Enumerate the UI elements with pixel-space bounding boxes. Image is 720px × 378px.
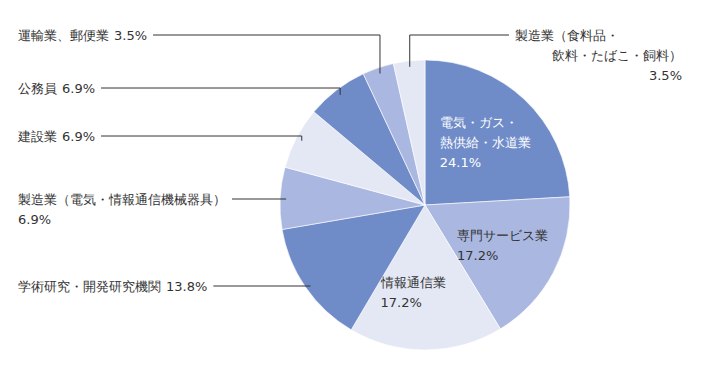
slice-label-line: 電気・ガス・	[440, 115, 518, 130]
slice-label-line: 専門サービス業	[457, 228, 548, 243]
value-label: 17.2%	[381, 295, 422, 310]
slice-label: 製造業（食料品・飲料・たばこ・飼料）	[515, 28, 682, 63]
slice-label: 製造業（電気・情報通信機械器具）	[18, 192, 226, 207]
slice-label: 情報通信業	[380, 275, 446, 290]
value-label: 6.9%	[62, 129, 95, 144]
slice-label-line: 情報通信業	[380, 275, 446, 290]
pie	[280, 60, 570, 350]
slice-label-line: 飲料・たばこ・飼料）	[552, 48, 682, 63]
leader-line	[101, 136, 302, 141]
value-label: 3.5%	[114, 28, 147, 43]
leader-line	[153, 35, 380, 73]
value-label: 6.9%	[62, 81, 95, 96]
leader-line	[232, 199, 286, 200]
value-label: 24.1%	[440, 155, 481, 170]
slice-label: 学術研究・開発研究機関	[18, 279, 161, 294]
slice	[393, 60, 425, 205]
value-label: 17.2%	[457, 248, 498, 263]
leader-line	[101, 88, 340, 95]
slice-label-line: 熱供給・水道業	[440, 135, 531, 150]
value-label: 13.8%	[166, 279, 207, 294]
slice-label-line: 製造業（食料品・	[515, 28, 619, 43]
slice-label: 専門サービス業	[457, 228, 548, 243]
slice	[425, 60, 570, 205]
leader-line	[410, 35, 509, 67]
slice-label: 電気・ガス・熱供給・水道業	[440, 115, 531, 150]
value-label: 3.5%	[649, 68, 682, 83]
chart: 電気・ガス・熱供給・水道業 24.1% 専門サービス業 17.2% 情報通信業 17.2%…	[0, 0, 720, 378]
slice-label: 建設業	[17, 129, 57, 144]
value-label: 6.9%	[18, 212, 51, 227]
leader-line	[213, 286, 310, 287]
slice-label: 運輸業、郵便業	[18, 28, 109, 43]
slice-label: 公務員	[18, 81, 57, 96]
